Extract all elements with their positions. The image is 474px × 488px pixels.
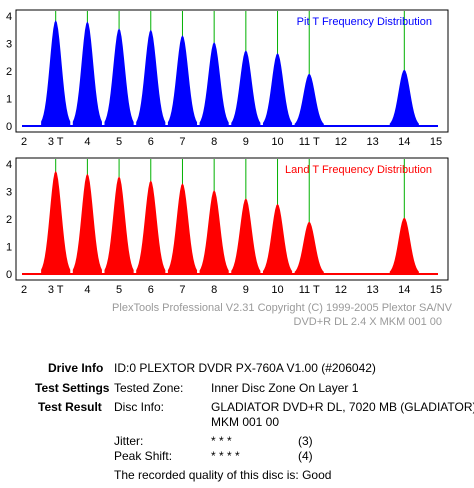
quality-text: The recorded quality of this disc is: Go… [114,468,332,482]
y-tick-label: 0 [6,269,12,281]
tested-zone-label: Tested Zone: [114,381,184,395]
disc-info-value: GLADIATOR DVD+R DL, 7020 MB (GLADIATOR) [211,400,474,414]
peak-shift-label: Peak Shift: [114,449,173,463]
x-tick-label: 12 [335,136,347,148]
x-tick-label: 8 [211,284,217,296]
x-tick-label: 13 [366,284,378,296]
distribution-peak [389,69,419,126]
x-tick-label: 5 [116,284,122,296]
x-tick-label: 13 [366,136,378,148]
test-result-label-text: Test Result [38,400,102,414]
distribution-peak [231,50,261,126]
jitter-label: Jitter: [114,434,144,448]
y-tick-label: 0 [6,121,12,133]
distribution-peak [231,198,261,274]
distribution-peak [167,35,198,126]
jitter-stars: * * * [211,434,232,448]
distribution-peak [294,73,324,126]
distribution-peak [136,29,166,126]
distribution-peak [167,183,198,274]
x-tick-label: 11 T [299,284,320,296]
disc-info-label: Disc Info: [114,400,165,414]
y-tick-label: 1 [6,242,12,254]
x-tick-label: 12 [335,284,347,296]
x-tick-label: 8 [211,136,217,148]
y-tick-label: 1 [6,94,12,106]
y-tick-label: 2 [6,214,12,226]
drive-info-row: Drive Info [48,361,103,375]
x-tick-label: 9 [243,284,249,296]
distribution-peak [199,42,229,126]
distribution-peak [41,170,71,274]
x-tick-label: 11 T [299,136,320,148]
y-tick-label: 3 [6,187,12,199]
copyright-text: PlexTools Professional V2.31 Copyright (… [112,302,453,314]
test-settings-label-text: Test Settings [35,381,110,395]
distribution-peak [389,217,419,274]
distribution-peak [104,28,134,126]
y-tick-label: 2 [6,66,12,78]
y-tick-label: 3 [6,39,12,51]
peak-shift-score: (4) [298,449,313,463]
x-tick-label: 3 T [48,136,64,148]
distribution-peak [199,190,229,274]
pit-chart-title: Pit T Frequency Distribution [297,16,432,28]
drive-info-label: Drive Info [48,361,104,375]
x-tick-label: 10 [271,136,283,148]
x-tick-label: 7 [179,284,185,296]
distribution-peak [262,203,293,274]
distribution-peak [262,53,293,126]
y-tick-label: 4 [6,11,12,23]
test-result-label: Test Result [38,400,102,414]
x-tick-label: 4 [84,284,90,296]
x-tick-label: 4 [84,136,90,148]
x-tick-label: 2 [21,284,27,296]
distribution-peak [41,20,71,126]
media-text: DVD+R DL 2.4 X MKM 001 00 [294,316,442,328]
x-tick-label: 5 [116,136,122,148]
distribution-peak [72,21,102,126]
distribution-peak [72,173,102,274]
x-tick-label: 6 [148,136,154,148]
jitter-score: (3) [298,434,313,448]
x-tick-label: 2 [21,136,27,148]
x-tick-label: 3 T [48,284,64,296]
drive-info-value: ID:0 PLEXTOR DVDR PX-760A V1.00 (#206042… [114,361,376,375]
y-tick-label: 4 [6,159,12,171]
x-tick-label: 15 [430,284,442,296]
x-tick-label: 9 [243,136,249,148]
disc-info-mkm: MKM 001 00 [211,415,280,429]
x-tick-label: 14 [398,136,410,148]
test-settings-label: Test Settings [35,381,109,395]
distribution-peak [136,180,166,274]
x-tick-label: 15 [430,136,442,148]
x-tick-label: 10 [271,284,283,296]
distribution-peak [104,176,134,274]
distribution-peak [294,221,324,274]
x-tick-label: 6 [148,284,154,296]
x-tick-label: 7 [179,136,185,148]
peak-shift-stars: * * * * [211,449,240,463]
x-tick-label: 14 [398,284,410,296]
land-chart-title: Land T Frequency Distribution [285,164,432,176]
tested-zone-value: Inner Disc Zone On Layer 1 [211,381,359,395]
